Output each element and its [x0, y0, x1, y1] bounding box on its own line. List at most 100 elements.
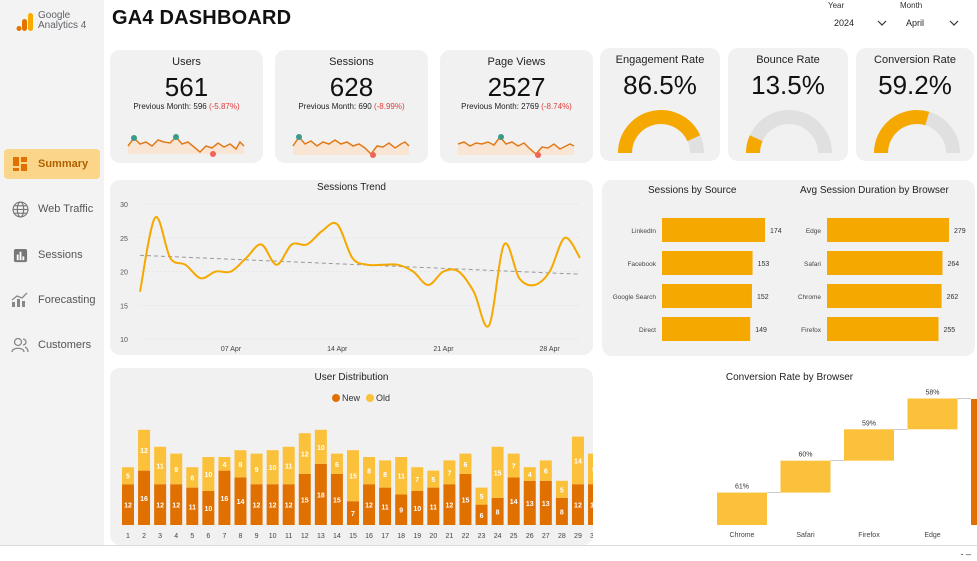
bar-old: [539, 460, 552, 481]
x-tick-label: 18: [397, 533, 405, 540]
bar-old-label: 6: [335, 462, 339, 469]
x-tick-label: 8: [239, 533, 243, 540]
sessions-by-source-chart: LinkedIn 174 Facebook 153 Google Search 152 Di…: [613, 218, 966, 341]
sidebar-item-label: Web Traffic: [38, 203, 94, 215]
bar-value-label: 255: [944, 327, 956, 334]
x-tick-label: 26: [526, 533, 534, 540]
bar-old: [234, 450, 247, 478]
bar-old-label: 8: [383, 472, 387, 479]
bar-new: [379, 487, 392, 525]
waterfall-category-label: Chrome: [730, 532, 755, 539]
conversion-browser-panel: Conversion Rate by Browser 61% Chrome 60% S…: [602, 368, 977, 545]
bar-old: [122, 467, 134, 485]
waterfall-category-label: Firefox: [858, 532, 880, 539]
bar-new-label: 18: [317, 492, 325, 499]
waterfall-bar: [907, 398, 958, 430]
bar: [662, 317, 751, 341]
bar-new: [459, 474, 472, 525]
bar-new-label: 16: [140, 496, 148, 503]
rate-value: 59.2%: [878, 70, 952, 100]
sidebar-item-forecasting[interactable]: Forecasting: [4, 285, 100, 315]
bar-new-label: 12: [285, 503, 293, 510]
page-views-sparkline: [457, 134, 575, 158]
x-tick-label: 20: [429, 533, 437, 540]
x-tick-label: 10: [269, 533, 277, 540]
bar-category-label: Chrome: [798, 294, 822, 301]
source-browser-card: Sessions by Source Avg Session Duration …: [602, 180, 975, 356]
bar-new-label: 12: [172, 503, 180, 510]
bar: [827, 218, 949, 242]
rate-value: 13.5%: [751, 70, 825, 100]
chevron-down-icon[interactable]: [876, 17, 888, 29]
month-filter-label: Month: [900, 1, 923, 10]
x-tick-label: 21 Apr: [433, 346, 454, 353]
x-tick-label: 9: [255, 533, 259, 540]
y-tick-label: 25: [120, 236, 128, 243]
bar-old-label: 10: [317, 445, 325, 452]
bar-category-label: Safari: [804, 261, 821, 268]
bar-new: [346, 501, 359, 525]
bar-value-label: 152: [757, 294, 769, 301]
month-filter[interactable]: Month April: [900, 1, 962, 35]
sidebar-item-customers[interactable]: Customers: [4, 330, 100, 360]
bounce-gauge: [746, 110, 832, 154]
analytics-logo-icon: [16, 13, 33, 31]
bar-new: [122, 484, 134, 525]
sidebar-item-label: Forecasting: [38, 294, 96, 306]
bar-value-label: 279: [954, 228, 966, 235]
legend-swatch-old: [366, 394, 374, 402]
bar-old: [202, 457, 215, 491]
kpi-previous: Previous Month: 2769 (-8.74%): [440, 102, 593, 111]
legend: New Old: [332, 393, 390, 403]
sidebar-item-web-traffic[interactable]: Web Traffic: [4, 194, 100, 224]
sidebar-item-label: Customers: [38, 339, 92, 351]
bar-old-label: 8: [367, 469, 371, 476]
bar-new-label: 12: [590, 503, 593, 510]
trend-line: [139, 254, 581, 275]
month-filter-value[interactable]: April: [906, 18, 925, 28]
bar-new: [588, 484, 593, 525]
bar-new-label: 15: [333, 498, 341, 505]
bar-value-label: 153: [758, 261, 770, 268]
legend-label-old: Old: [376, 393, 390, 403]
bar-new: [314, 463, 327, 525]
bar-old: [555, 480, 568, 498]
x-tick-label: 12: [301, 533, 309, 540]
bar-old-label: 9: [174, 467, 178, 474]
bar-new-label: 12: [446, 503, 454, 510]
bar-category-label: Direct: [639, 327, 656, 334]
bar-new-label: 15: [462, 498, 470, 505]
bar-old-label: 11: [397, 474, 405, 481]
bar-old-label: 7: [447, 470, 451, 477]
main-content: Users 561 Previous Month: 596 (-5.87%) S…: [104, 40, 977, 545]
x-tick-label: 11: [285, 533, 292, 540]
sidebar-item-label: Summary: [38, 158, 89, 170]
bar-new-label: 13: [526, 501, 534, 508]
chevron-down-icon[interactable]: [948, 17, 960, 29]
user-distribution-chart: New Old1251161221211312941165101061647148…: [122, 393, 593, 540]
year-filter-value[interactable]: 2024: [834, 18, 855, 28]
user-distribution-title: User Distribution: [314, 372, 389, 383]
minimize-icon[interactable]: - –: [960, 549, 971, 559]
summary-icon: [10, 154, 30, 174]
sessions-trend-title: Sessions Trend: [317, 182, 386, 193]
sidebar-item-summary[interactable]: Summary: [4, 149, 100, 179]
y-tick-label: 15: [120, 303, 128, 310]
year-filter[interactable]: Year 2024: [828, 1, 890, 35]
total-bar: [971, 399, 977, 525]
waterfall-value-label: 60%: [798, 452, 812, 459]
rate-title: Bounce Rate: [756, 54, 820, 66]
bar-old-label: 15: [349, 474, 357, 481]
waterfall-value-label: 59%: [862, 420, 876, 427]
bar-new: [411, 491, 424, 525]
bar-old-label: 6: [190, 475, 194, 482]
bar-new: [298, 474, 311, 525]
x-tick-label: 25: [510, 533, 518, 540]
kpi-value: 2527: [487, 72, 546, 102]
sidebar-item-sessions[interactable]: Sessions: [4, 240, 100, 270]
bar-old-label: 7: [512, 464, 516, 471]
legend-label-new: New: [342, 393, 361, 403]
logo-text: Google Analytics 4: [38, 11, 86, 31]
kpi-previous-text: Previous Month: 596: [133, 102, 209, 111]
bar-new-label: 8: [560, 509, 564, 516]
